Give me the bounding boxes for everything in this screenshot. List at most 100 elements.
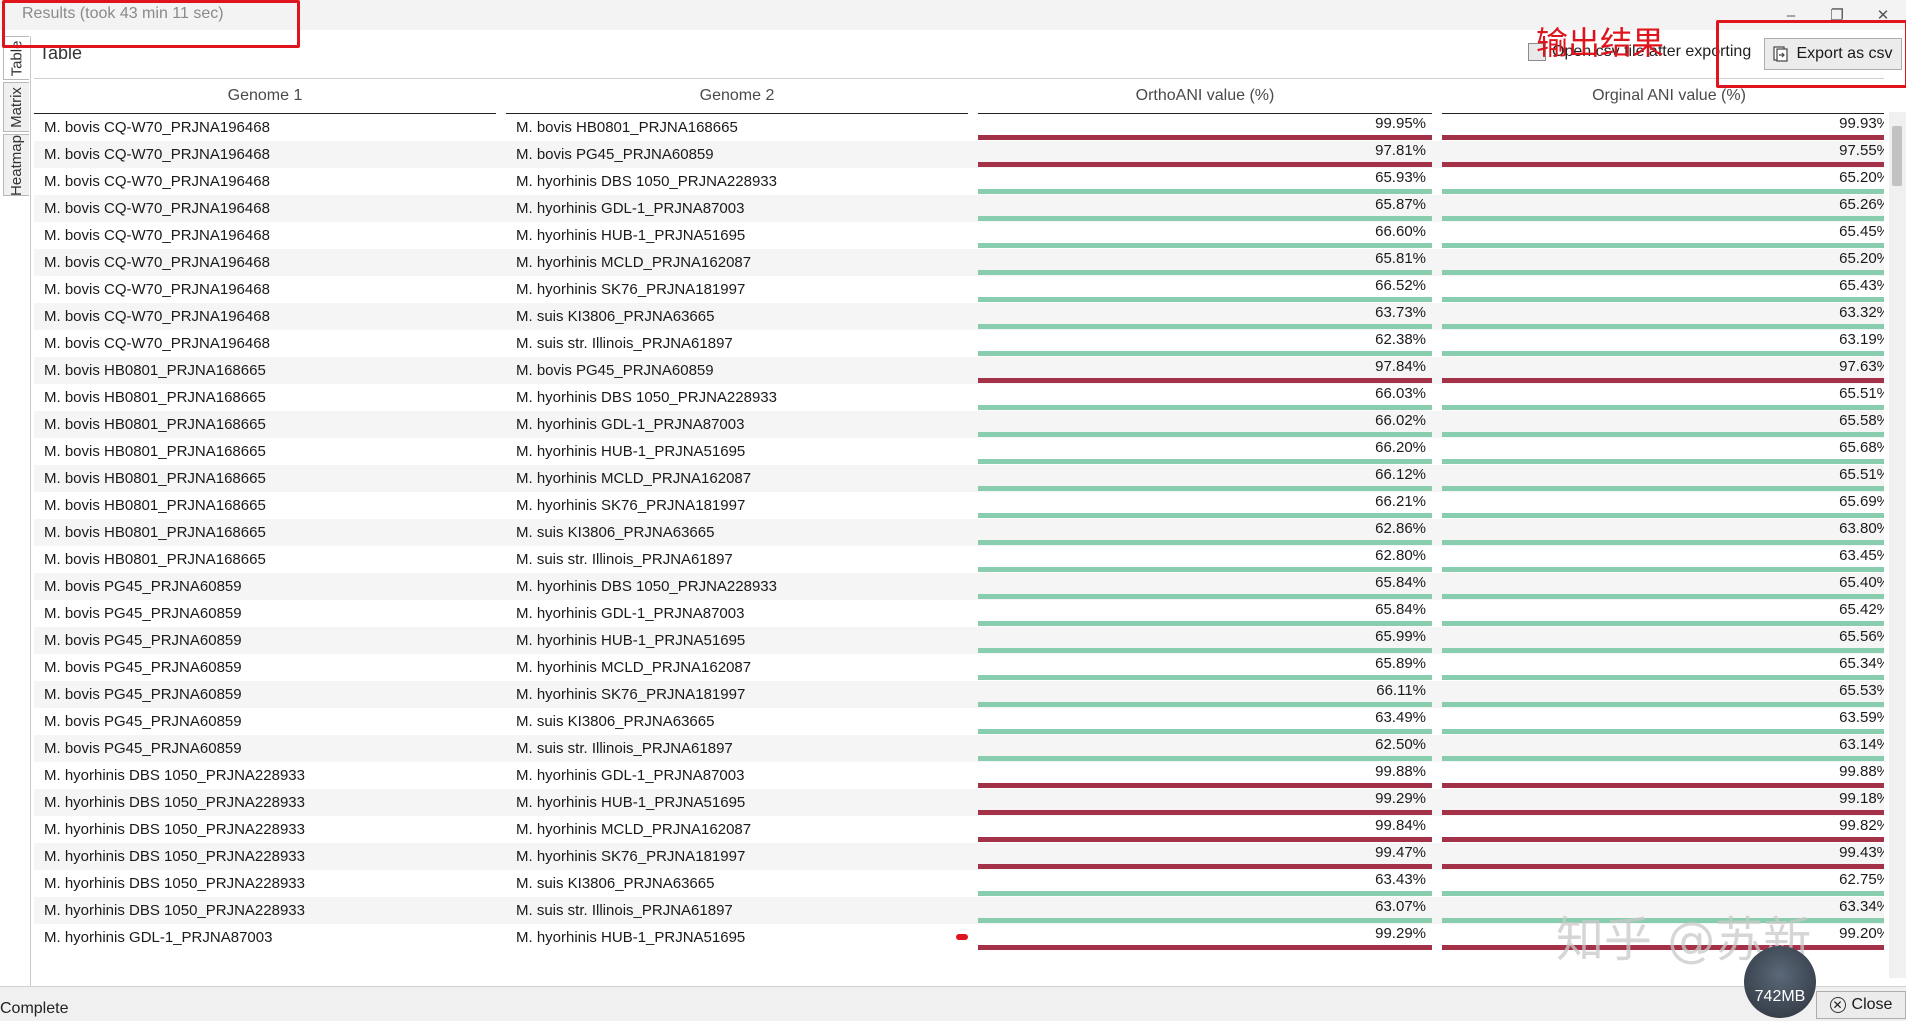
original-ani-cell: 65.53% (1442, 681, 1884, 708)
original-ani-cell-bar (1442, 216, 1884, 221)
original-ani-cell-bar (1442, 297, 1884, 302)
table-row[interactable]: M. bovis HB0801_PRJNA168665 M. hyorhinis … (34, 492, 1884, 519)
status-text: Complete (0, 1000, 69, 1017)
tab-matrix[interactable]: Matrix (3, 82, 29, 132)
original-ani-cell-value: 63.34% (1839, 898, 1884, 915)
original-ani-cell: 99.18% (1442, 789, 1884, 816)
original-ani-cell: 99.20% (1442, 924, 1884, 951)
column-header-original-ani[interactable]: Orginal ANI value (%) (1442, 79, 1884, 114)
orthoani-cell-value: 63.07% (1375, 898, 1426, 915)
table-row[interactable]: M. bovis CQ-W70_PRJNA196468 M. hyorhinis … (34, 276, 1884, 303)
table-row[interactable]: M. bovis HB0801_PRJNA168665 M. hyorhinis … (34, 411, 1884, 438)
original-ani-cell: 62.75% (1442, 870, 1884, 897)
memory-badge: 742MB (1744, 946, 1816, 1018)
table-row[interactable]: M. hyorhinis DBS 1050_PRJNA228933 M. hyor… (34, 789, 1884, 816)
table-row[interactable]: M. bovis CQ-W70_PRJNA196468 M. hyorhinis … (34, 195, 1884, 222)
orthoani-cell: 65.89% (978, 654, 1432, 681)
orthoani-cell-bar (978, 351, 1432, 356)
table-row[interactable]: M. bovis HB0801_PRJNA168665 M. hyorhinis … (34, 384, 1884, 411)
orthoani-cell-bar (978, 945, 1432, 950)
table-row[interactable]: M. bovis HB0801_PRJNA168665 M. bovis PG45… (34, 357, 1884, 384)
table-row[interactable]: M. hyorhinis DBS 1050_PRJNA228933 M. hyor… (34, 816, 1884, 843)
tab-table[interactable]: Table (3, 36, 29, 80)
orthoani-cell-bar (978, 567, 1432, 572)
original-ani-cell-bar (1442, 405, 1884, 410)
window-controls: – ❐ ✕ (1768, 0, 1906, 30)
orthoani-cell: 97.81% (978, 141, 1432, 168)
orthoani-cell-bar (978, 864, 1432, 869)
orthoani-cell-bar (978, 378, 1432, 383)
orthoani-cell-value: 99.88% (1375, 763, 1426, 780)
column-header-genome1[interactable]: Genome 1 (34, 79, 496, 114)
genome1-cell: M. hyorhinis DBS 1050_PRJNA228933 (44, 821, 305, 838)
genome1-cell: M. bovis PG45_PRJNA60859 (44, 713, 242, 730)
column-header-orthoani[interactable]: OrthoANI value (%) (978, 79, 1432, 114)
minimize-icon[interactable]: – (1786, 6, 1796, 24)
genome1-cell: M. bovis HB0801_PRJNA168665 (34, 519, 496, 546)
original-ani-cell-bar (1442, 243, 1884, 248)
export-csv-label: Export as csv (1796, 45, 1893, 62)
table-row[interactable]: M. bovis CQ-W70_PRJNA196468 M. bovis HB08… (34, 114, 1884, 142)
original-ani-cell-value: 65.69% (1839, 493, 1884, 510)
orthoani-cell-bar (978, 594, 1432, 599)
restore-icon[interactable]: ❐ (1830, 7, 1844, 24)
table-row[interactable]: M. bovis CQ-W70_PRJNA196468 M. suis str. … (34, 330, 1884, 357)
original-ani-cell-bar (1442, 135, 1884, 140)
table-row[interactable]: M. bovis HB0801_PRJNA168665 M. suis str. … (34, 546, 1884, 573)
table-row[interactable]: M. bovis HB0801_PRJNA168665 M. suis KI380… (34, 519, 1884, 546)
export-csv-button[interactable]: Export as csv (1764, 38, 1902, 70)
orthoani-cell: 65.84% (978, 600, 1432, 627)
table-row[interactable]: M. bovis PG45_PRJNA60859 M. suis KI3806_P… (34, 708, 1884, 735)
genome2-cell: M. hyorhinis HUB-1_PRJNA51695 (516, 929, 746, 946)
genome2-cell: M. hyorhinis HUB-1_PRJNA51695 (506, 789, 968, 816)
orthoani-cell: 99.29% (978, 789, 1432, 816)
original-ani-cell: 63.19% (1442, 330, 1884, 357)
table-row[interactable]: M. bovis HB0801_PRJNA168665 M. hyorhinis … (34, 438, 1884, 465)
orthoani-cell-value: 99.29% (1375, 790, 1426, 807)
table-row[interactable]: M. bovis CQ-W70_PRJNA196468 M. hyorhinis … (34, 168, 1884, 195)
original-ani-cell-bar (1442, 810, 1884, 815)
table-row[interactable]: M. hyorhinis DBS 1050_PRJNA228933 M. suis… (34, 870, 1884, 897)
close-window-icon[interactable]: ✕ (1876, 7, 1890, 24)
genome1-cell: M. bovis CQ-W70_PRJNA196468 (44, 119, 270, 136)
panel-title: Table (39, 43, 83, 63)
genome2-cell: M. hyorhinis MCLD_PRJNA162087 (516, 821, 752, 838)
orthoani-cell-bar (978, 324, 1432, 329)
table-row[interactable]: M. bovis CQ-W70_PRJNA196468 M. suis KI380… (34, 303, 1884, 330)
table-row[interactable]: M. bovis HB0801_PRJNA168665 M. hyorhinis … (34, 465, 1884, 492)
original-ani-cell: 63.14% (1442, 735, 1884, 762)
table-row[interactable]: M. hyorhinis DBS 1050_PRJNA228933 M. hyor… (34, 762, 1884, 789)
orthoani-cell: 66.11% (978, 681, 1432, 708)
table-row[interactable]: M. bovis CQ-W70_PRJNA196468 M. hyorhinis … (34, 249, 1884, 276)
table-row[interactable]: M. bovis PG45_PRJNA60859 M. suis str. Ill… (34, 735, 1884, 762)
results-table-container: Genome 1 Genome 2 OrthoANI value (%) Org… (34, 78, 1884, 979)
orthoani-cell: 99.47% (978, 843, 1432, 870)
table-row[interactable]: M. bovis PG45_PRJNA60859 M. hyorhinis MCL… (34, 654, 1884, 681)
table-row[interactable]: M. bovis PG45_PRJNA60859 M. hyorhinis GDL… (34, 600, 1884, 627)
orthoani-cell-value: 66.21% (1375, 493, 1426, 510)
orthoani-cell-bar (978, 513, 1432, 518)
orthoani-cell-bar (978, 837, 1432, 842)
table-row[interactable]: M. bovis PG45_PRJNA60859 M. hyorhinis HUB… (34, 627, 1884, 654)
original-ani-cell-value: 63.14% (1839, 736, 1884, 753)
table-row[interactable]: M. hyorhinis DBS 1050_PRJNA228933 M. hyor… (34, 843, 1884, 870)
tab-heatmap[interactable]: Heatmap (3, 134, 29, 196)
original-ani-cell-value: 97.63% (1839, 358, 1884, 375)
orthoani-cell: 97.84% (978, 357, 1432, 384)
table-row[interactable]: M. bovis CQ-W70_PRJNA196468 M. hyorhinis … (34, 222, 1884, 249)
table-row[interactable]: M. hyorhinis GDL-1_PRJNA87003 M. hyorhini… (34, 924, 1884, 951)
table-row[interactable]: M. bovis CQ-W70_PRJNA196468 M. bovis PG45… (34, 141, 1884, 168)
close-button[interactable]: ✕ Close (1816, 991, 1906, 1019)
table-row[interactable]: M. bovis PG45_PRJNA60859 M. hyorhinis DBS… (34, 573, 1884, 600)
open-csv-checkbox[interactable] (1528, 43, 1546, 61)
scrollbar-thumb[interactable] (1892, 126, 1902, 186)
table-row[interactable]: M. hyorhinis DBS 1050_PRJNA228933 M. suis… (34, 897, 1884, 924)
original-ani-cell-bar (1442, 513, 1884, 518)
orthoani-cell-value: 99.95% (1375, 115, 1426, 132)
vertical-scrollbar[interactable] (1889, 112, 1906, 978)
table-row[interactable]: M. bovis PG45_PRJNA60859 M. hyorhinis SK7… (34, 681, 1884, 708)
orthoani-cell-bar (978, 540, 1432, 545)
original-ani-cell-value: 99.93% (1839, 115, 1884, 132)
genome1-cell: M. bovis CQ-W70_PRJNA196468 (34, 141, 496, 168)
column-header-genome2[interactable]: Genome 2 (506, 79, 968, 114)
